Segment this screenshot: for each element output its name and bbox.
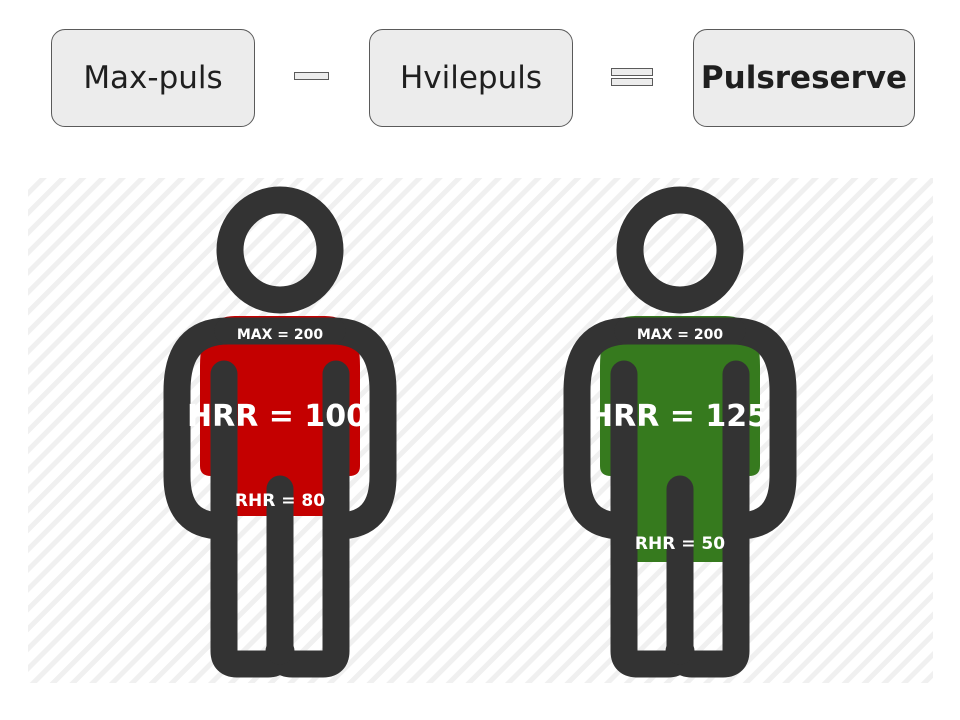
heart-rate-reserve-fill — [200, 316, 360, 516]
equals-sign-bottom — [611, 78, 653, 86]
max-heart-rate-box: Max-puls — [51, 29, 255, 127]
max-heart-rate-label: Max-puls — [83, 60, 223, 96]
max-value-label-left: MAX = 200 — [237, 327, 324, 343]
equals-sign-top — [611, 68, 653, 76]
rhr-value-label-right: RHR = 50 — [635, 534, 725, 554]
minus-sign — [294, 72, 329, 80]
figure-right: MAX = 200 HRR = 125 RHR = 50 — [577, 200, 783, 664]
hrr-value-label-left: HRR = 100 — [187, 399, 367, 434]
resting-heart-rate-label: Hvilepuls — [399, 60, 543, 96]
rhr-value-label-left: RHR = 80 — [235, 491, 325, 511]
heart-rate-reserve-box: Pulsreserve — [693, 29, 915, 127]
heart-rate-reserve-fill — [600, 316, 760, 562]
max-value-label-right: MAX = 200 — [637, 327, 724, 343]
resting-heart-rate-box: Hvilepuls — [369, 29, 573, 127]
hrr-value-label-right: HRR = 125 — [588, 399, 768, 434]
heart-rate-reserve-label: Pulsreserve — [700, 60, 908, 96]
figure-left: MAX = 200 HRR = 100 RHR = 80 — [177, 200, 383, 664]
